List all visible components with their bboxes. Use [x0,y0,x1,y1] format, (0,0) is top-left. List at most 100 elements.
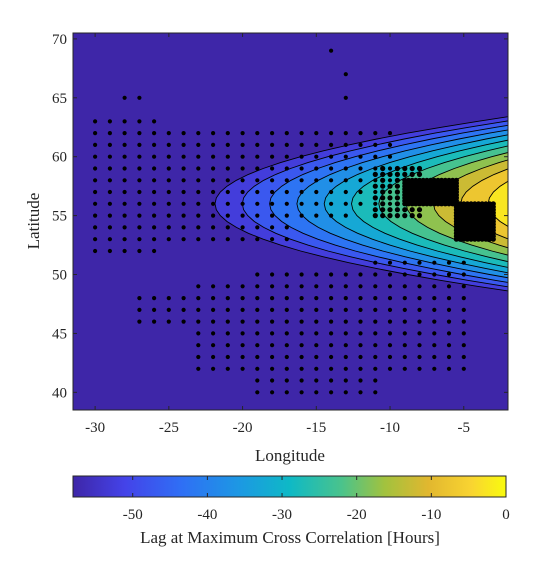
station-point [152,225,156,229]
station-point [137,143,141,147]
station-point [373,284,377,288]
station-point [270,225,274,229]
station-point [373,184,378,189]
station-point [270,143,274,147]
station-point [226,214,230,218]
station-point [137,96,141,100]
station-point [167,190,171,194]
station-point [329,166,333,170]
station-point [137,155,141,159]
x-axis-label: Longitude [255,446,325,465]
station-point [285,131,289,135]
station-point [358,178,362,182]
station-point [432,272,436,276]
station-point [358,190,362,194]
station-point [388,178,392,182]
station-point [93,237,97,241]
station-point [300,155,304,159]
station-point [285,178,289,182]
station-point [344,190,348,194]
station-point [344,284,348,288]
station-point [108,237,112,241]
station-point [285,272,289,276]
station-point [395,178,400,183]
station-point [388,190,392,194]
station-point [344,72,348,76]
station-point [241,202,245,206]
station-point [285,367,289,371]
station-point [387,207,392,212]
station-point [417,213,422,218]
station-point [388,308,392,312]
station-point [255,178,259,182]
station-point [226,355,230,359]
station-point [403,272,407,276]
station-point [388,143,392,147]
station-point [211,225,215,229]
station-point [211,355,215,359]
station-point [373,143,377,147]
station-point [167,214,171,218]
station-point [255,378,259,382]
station-point [152,166,156,170]
station-point [314,214,318,218]
station-point [403,320,407,324]
y-tick-label: 65 [52,91,67,107]
station-point [403,343,407,347]
station-point [226,237,230,241]
station-point [196,343,200,347]
station-point [410,172,415,177]
station-point [387,195,392,200]
station-point [373,178,377,182]
station-point [387,213,392,218]
station-point [93,202,97,206]
station-point [373,308,377,312]
station-point [152,143,156,147]
station-point [314,296,318,300]
station-point [417,343,421,347]
station-point [255,320,259,324]
station-point [167,308,171,312]
station-point [255,296,259,300]
station-point [182,296,186,300]
station-point [211,343,215,347]
station-point [388,355,392,359]
station-point [373,213,378,218]
station-point [373,320,377,324]
station-point [270,296,274,300]
station-point [403,296,407,300]
station-point [241,237,245,241]
station-point [395,184,400,189]
station-point [270,378,274,382]
station-point [285,225,289,229]
station-point [358,202,362,206]
station-point [300,331,304,335]
station-point [344,296,348,300]
station-point [314,378,318,382]
station-point [300,355,304,359]
station-point [270,166,274,170]
station-point [93,143,97,147]
station-point [314,190,318,194]
station-point [388,261,392,265]
station-point [462,355,466,359]
station-point [373,207,378,212]
station-point [432,261,436,265]
station-point [344,96,348,100]
station-point [196,320,200,324]
station-point [152,155,156,159]
station-point [255,284,259,288]
station-point [432,284,436,288]
station-point [285,202,289,206]
station-point [373,296,377,300]
station-point [462,261,466,265]
station-point [255,131,259,135]
station-point [226,331,230,335]
station-point [270,331,274,335]
colorbar-tick-label: -20 [347,507,367,523]
station-point [314,308,318,312]
station-point [226,143,230,147]
colorbar-tick-label: -50 [123,507,143,523]
station-point [241,284,245,288]
station-point [432,343,436,347]
